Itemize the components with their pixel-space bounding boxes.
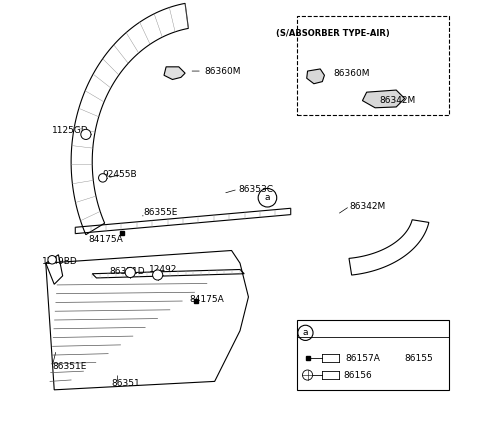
Text: (S/ABSORBER TYPE-AIR): (S/ABSORBER TYPE-AIR)	[276, 28, 390, 37]
Text: 86360M: 86360M	[333, 69, 370, 78]
Text: 86371D: 86371D	[109, 267, 145, 276]
Text: 86342M: 86342M	[379, 96, 416, 105]
Text: 86360M: 86360M	[204, 67, 240, 76]
Text: 86155: 86155	[405, 354, 433, 363]
Circle shape	[81, 129, 91, 139]
Circle shape	[98, 174, 107, 182]
Circle shape	[48, 255, 56, 264]
Text: 1249BD: 1249BD	[42, 257, 77, 266]
Text: a: a	[303, 329, 308, 337]
Polygon shape	[164, 67, 185, 79]
Text: 86157A: 86157A	[346, 354, 381, 363]
Text: 84175A: 84175A	[189, 295, 224, 303]
Text: 86156: 86156	[344, 371, 372, 380]
Circle shape	[125, 267, 135, 278]
Text: a: a	[264, 193, 270, 202]
Text: 86351: 86351	[111, 379, 140, 388]
Text: 1125GD: 1125GD	[52, 126, 89, 135]
Text: 86342M: 86342M	[350, 202, 386, 211]
Text: 92455B: 92455B	[103, 170, 137, 179]
Circle shape	[153, 270, 163, 280]
Text: 86351E: 86351E	[52, 362, 86, 371]
Text: 86355E: 86355E	[143, 208, 177, 217]
Text: 86353C: 86353C	[238, 185, 273, 194]
Polygon shape	[362, 90, 405, 108]
Text: 12492: 12492	[149, 265, 178, 274]
Text: 84175A: 84175A	[88, 235, 123, 244]
Polygon shape	[307, 69, 324, 84]
